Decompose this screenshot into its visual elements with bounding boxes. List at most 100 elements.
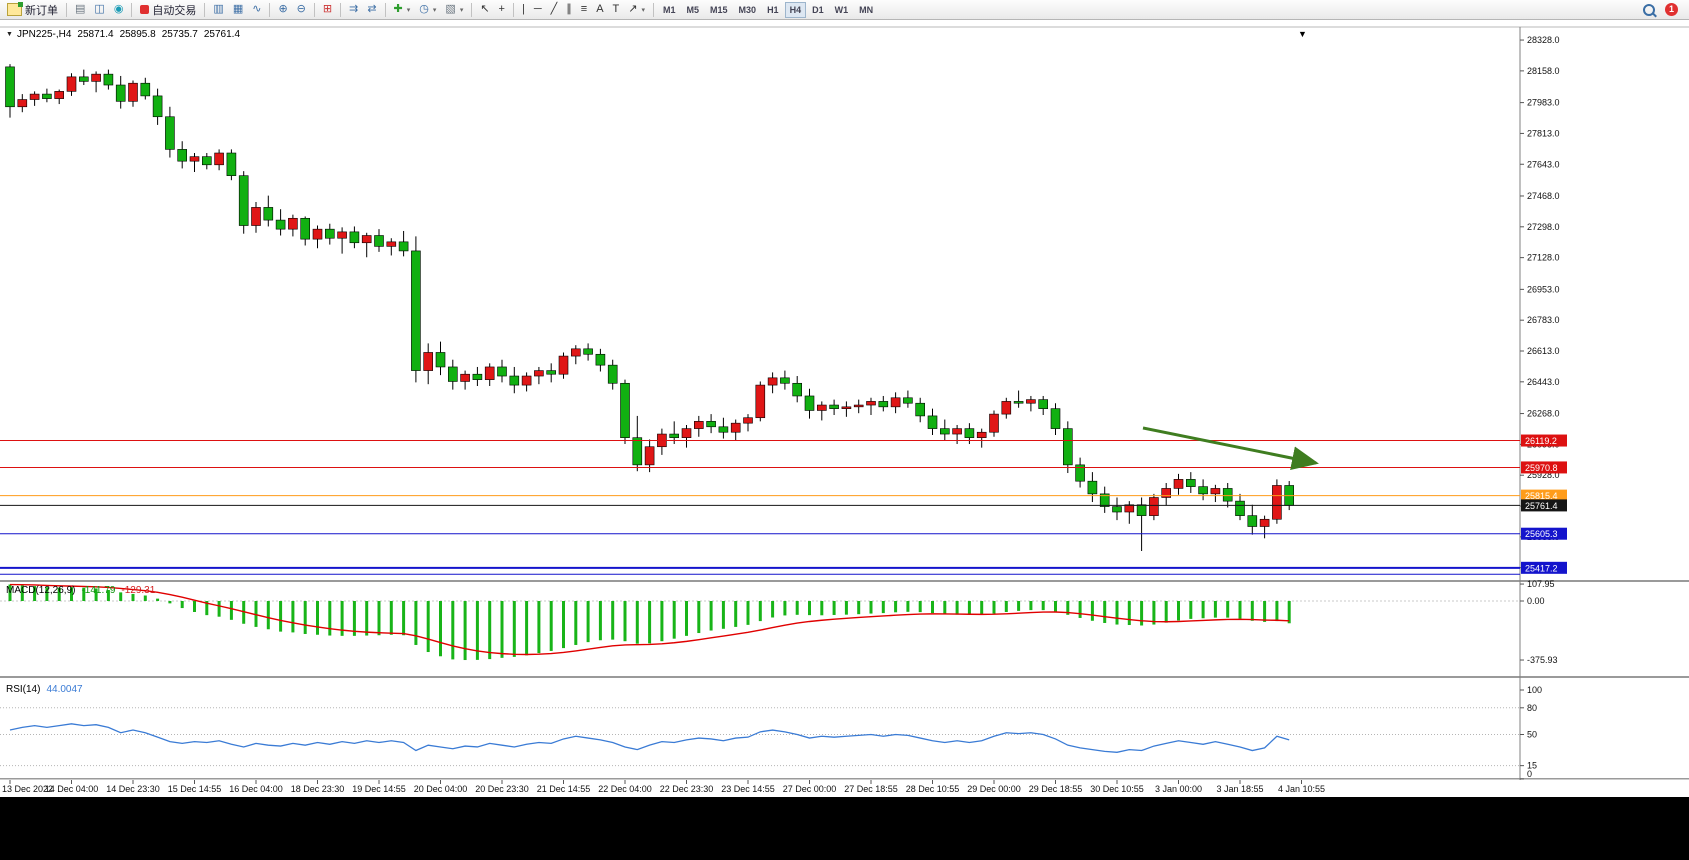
bar-chart-button[interactable]: ▥	[209, 0, 227, 19]
ohlc-high: 25895.8	[119, 29, 156, 40]
rsi-value: 44.0047	[46, 684, 83, 695]
svg-text:19 Dec 14:55: 19 Dec 14:55	[352, 784, 406, 794]
cursor-button[interactable]: ↖	[476, 0, 493, 19]
timeframe-w1[interactable]: W1	[830, 2, 854, 18]
timeframe-h4[interactable]: H4	[784, 1, 807, 18]
macd-signal-value: -129.31	[121, 585, 156, 596]
svg-text:27983.0: 27983.0	[1527, 98, 1560, 108]
rsi-indicator-label: RSI(14) 44.0047	[6, 684, 83, 695]
trendline-button[interactable]: ╱	[547, 0, 562, 19]
svg-text:20 Dec 04:00: 20 Dec 04:00	[414, 784, 468, 794]
tile-windows-button[interactable]: ⊞	[319, 0, 336, 19]
svg-text:29 Dec 00:00: 29 Dec 00:00	[967, 784, 1021, 794]
svg-text:3 Jan 00:00: 3 Jan 00:00	[1155, 784, 1202, 794]
horizontal-line-button[interactable]: ─	[530, 0, 546, 19]
ohlc-open: 25871.4	[77, 29, 114, 40]
chart-shift-button[interactable]: ⇄	[363, 0, 380, 19]
community-button[interactable]: ◉	[110, 0, 128, 19]
fibonacci-button[interactable]: ≡	[577, 0, 591, 19]
taskbar-area	[0, 797, 1689, 860]
timeframe-d1[interactable]: D1	[807, 2, 829, 18]
timeframe-m1[interactable]: M1	[658, 2, 681, 18]
toolbar-separator	[131, 2, 133, 17]
line-chart-button[interactable]: ∿	[248, 0, 265, 19]
rsi-name: RSI(14)	[6, 684, 41, 695]
toolbar-separator	[313, 2, 315, 17]
svg-text:26268.0: 26268.0	[1527, 409, 1560, 419]
svg-text:26119.2: 26119.2	[1525, 436, 1557, 446]
svg-text:27643.0: 27643.0	[1527, 159, 1560, 169]
equidistant-channel-icon: ∥	[566, 3, 572, 15]
cursor-icon: ↖	[480, 3, 490, 15]
new-order-icon	[7, 2, 23, 16]
crosshair-icon: +	[498, 3, 505, 15]
new-order-label: 新订单	[25, 4, 58, 17]
arrows-button[interactable]: ↗ ▾	[624, 0, 649, 19]
auto-scroll-icon: ⇉	[349, 3, 359, 15]
timeframe-mn[interactable]: MN	[854, 2, 878, 18]
toolbar-right-group: 1	[1643, 3, 1686, 16]
timeframes-toolbar: M1 M5 M15 M30 H1 H4 D1 W1 MN	[658, 1, 878, 18]
periods-button[interactable]: ◷ ▾	[415, 0, 440, 19]
zoom-out-button[interactable]: ⊖	[293, 0, 310, 19]
timeframe-m5[interactable]: M5	[682, 2, 705, 18]
toolbar-separator	[653, 2, 654, 17]
svg-text:3 Jan 18:55: 3 Jan 18:55	[1216, 784, 1263, 794]
chart-shift-icon: ⇄	[367, 3, 377, 15]
ohlc-close: 25761.4	[203, 29, 241, 40]
svg-text:26783.0: 26783.0	[1527, 315, 1560, 325]
text-button[interactable]: A	[592, 0, 607, 19]
toolbar-separator	[384, 2, 386, 17]
svg-text:18 Dec 23:30: 18 Dec 23:30	[291, 784, 345, 794]
svg-text:21 Dec 14:55: 21 Dec 14:55	[537, 784, 591, 794]
svg-text:28328.0: 28328.0	[1527, 35, 1560, 45]
svg-text:20 Dec 23:30: 20 Dec 23:30	[475, 784, 529, 794]
macd-name: MACD(12,26,9)	[6, 585, 76, 596]
svg-text:25928.0: 25928.0	[1527, 470, 1560, 480]
text-icon: A	[596, 3, 604, 15]
svg-text:0.00: 0.00	[1527, 596, 1545, 606]
chart-title: ▼ JPN225-,H4 25871.4 25895.8 25735.7 25761.4	[6, 29, 240, 40]
svg-text:28 Dec 10:55: 28 Dec 10:55	[906, 784, 960, 794]
chart-symbol-label: JPN225-,H4	[16, 29, 72, 40]
templates-button[interactable]: ▧ ▾	[441, 0, 467, 19]
crosshair-button[interactable]: +	[495, 0, 509, 19]
timeframe-m30[interactable]: M30	[734, 2, 762, 18]
one-click-toggle-icon[interactable]: ▼	[6, 31, 13, 38]
chart-window[interactable]: 28328.0 28158.0 27983.0 27813.0 27643.0 27468…	[0, 20, 1689, 797]
svg-text:25761.4: 25761.4	[1525, 501, 1558, 511]
timeframe-m15[interactable]: M15	[705, 2, 733, 18]
equidistant-channel-button[interactable]: ∥	[562, 0, 576, 19]
notification-badge[interactable]: 1	[1665, 3, 1678, 16]
svg-text:25417.2: 25417.2	[1525, 563, 1558, 573]
svg-text:27128.0: 27128.0	[1527, 253, 1560, 263]
svg-text:27813.0: 27813.0	[1527, 128, 1560, 138]
timeframe-h1[interactable]: H1	[762, 2, 784, 18]
zoom-in-button[interactable]: ⊕	[274, 0, 291, 19]
new-chart-button[interactable]: ✚ ▾	[390, 0, 415, 19]
tile-windows-icon: ⊞	[322, 3, 333, 15]
horizontal-line-icon: ─	[533, 3, 542, 15]
svg-text:26443.0: 26443.0	[1527, 377, 1560, 387]
text-label-button[interactable]: T	[609, 0, 624, 19]
bar-chart-icon: ▥	[213, 3, 224, 15]
preview-icon: ◫	[94, 3, 105, 15]
line-chart-icon: ∿	[252, 3, 262, 15]
svg-text:25605.3: 25605.3	[1525, 529, 1558, 539]
macd-main-value: -141.79	[81, 585, 116, 596]
print-button[interactable]: ▤	[71, 0, 89, 19]
svg-text:27468.0: 27468.0	[1527, 191, 1560, 201]
main-toolbar: 新订单 ▤ ◫ ◉ 自动交易 ▥ ▦ ∿ ⊕ ⊖ ⊞ ⇉ ⇄ ✚ ▾ ◷ ▾ ▧…	[0, 0, 1689, 20]
new-order-button[interactable]: 新订单	[3, 0, 62, 19]
price-chart-canvas[interactable]: 28328.0 28158.0 27983.0 27813.0 27643.0 27468…	[0, 20, 1689, 797]
dropdown-caret-icon: ▾	[459, 6, 464, 14]
search-icon[interactable]	[1643, 3, 1655, 16]
template-icon: ▧	[445, 3, 456, 15]
macd-indicator-label: MACD(12,26,9) -141.79 -129.31	[6, 585, 155, 596]
vertical-line-button[interactable]: |	[518, 0, 529, 19]
auto-scroll-button[interactable]: ⇉	[345, 0, 362, 19]
candlestick-chart-button[interactable]: ▦	[229, 0, 247, 19]
autotrading-button[interactable]: 自动交易	[136, 0, 200, 19]
toolbar-separator	[204, 2, 206, 17]
preview-button[interactable]: ◫	[90, 0, 108, 19]
